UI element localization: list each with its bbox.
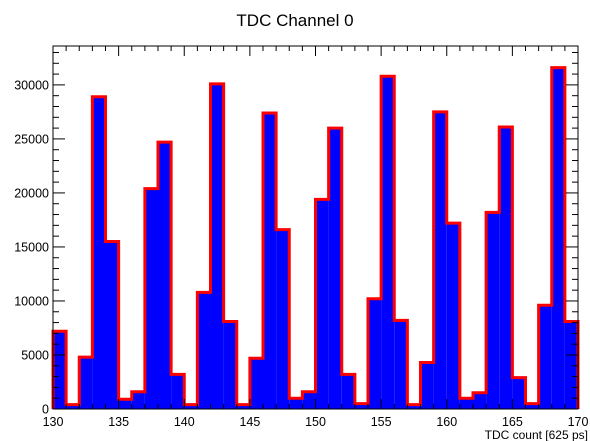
y-tick-label: 15000 — [14, 240, 49, 254]
histogram-bar — [118, 399, 132, 409]
y-tick-label: 20000 — [14, 186, 49, 200]
histogram-bar — [263, 112, 277, 409]
histogram-bar — [184, 404, 198, 409]
histogram-bar — [368, 298, 382, 409]
axis-ticks — [52, 46, 579, 410]
x-tick-label: 145 — [239, 415, 260, 429]
x-tick-label: 155 — [371, 415, 392, 429]
histogram-outline — [51, 66, 580, 409]
histogram-bar — [459, 398, 473, 409]
x-axis-title: TDC count [625 ps] — [485, 428, 588, 441]
x-tick-label: 160 — [436, 415, 457, 429]
histogram-bar — [473, 392, 487, 409]
histogram-bar — [302, 391, 316, 409]
histogram-bar — [499, 127, 513, 409]
histogram-bar — [276, 229, 290, 409]
histogram-bar — [341, 374, 355, 409]
histogram-bar — [315, 199, 329, 409]
histogram-bar — [394, 320, 408, 409]
y-tick-label: 5000 — [21, 348, 49, 362]
histogram-bar — [407, 404, 421, 409]
histogram-bar — [538, 305, 552, 409]
histogram-bar — [236, 404, 250, 409]
histogram-bar — [420, 362, 434, 409]
histogram-bar — [525, 403, 539, 409]
x-tick-label: 150 — [305, 415, 326, 429]
histogram-bar — [512, 377, 526, 409]
x-tick-label: 130 — [43, 415, 64, 429]
histogram-bar — [66, 404, 80, 409]
histogram-bar — [249, 358, 263, 409]
histogram-bars — [51, 66, 580, 409]
y-tick-label: 25000 — [14, 132, 49, 146]
histogram-bar — [79, 357, 93, 409]
histogram-bar — [446, 223, 460, 409]
histogram-bar — [289, 398, 303, 409]
x-tick-label: 165 — [502, 415, 523, 429]
histogram-bar — [223, 321, 237, 409]
histogram-bar — [92, 96, 106, 409]
y-tick-label: 10000 — [14, 294, 49, 308]
histogram-bar — [210, 83, 224, 409]
histogram-bar — [564, 321, 578, 409]
histogram-bar — [131, 391, 145, 409]
histogram-bar — [328, 128, 342, 409]
histogram-bar — [486, 212, 500, 409]
tick-labels: 130 135 140 145 150 155 160 165 170 0 5000 10000 150… — [14, 78, 588, 429]
x-tick-label: 170 — [568, 415, 589, 429]
histogram-bar — [171, 374, 185, 409]
histogram-bar — [53, 331, 67, 409]
histogram-bar — [354, 403, 368, 409]
histogram-bar — [433, 111, 447, 409]
histogram-bar — [158, 142, 172, 409]
y-tick-label: 30000 — [14, 78, 49, 92]
chart-title: TDC Channel 0 — [236, 11, 353, 30]
x-tick-label: 140 — [174, 415, 195, 429]
y-tick-label: 0 — [42, 403, 49, 417]
histogram-bar — [381, 76, 395, 409]
histogram-bar — [105, 241, 119, 409]
histogram-bar — [551, 67, 565, 409]
histogram-bar — [197, 292, 211, 409]
x-tick-label: 135 — [108, 415, 129, 429]
histogram-bar — [144, 188, 158, 409]
